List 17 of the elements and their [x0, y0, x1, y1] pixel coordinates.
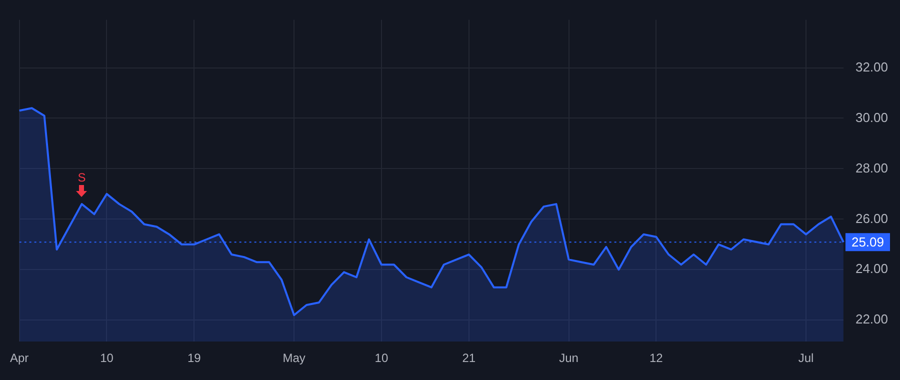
x-tick-label: Jun — [559, 351, 578, 366]
x-tick-label: 12 — [649, 351, 664, 366]
ref-line-label: 25.09 — [851, 234, 884, 250]
x-tick-label: Apr — [10, 351, 29, 366]
y-tick-label: 24.00 — [855, 261, 888, 276]
y-tick-label: 28.00 — [855, 160, 888, 176]
y-tick-label: 26.00 — [855, 210, 888, 226]
x-tick-label: 19 — [187, 351, 202, 366]
y-tick-label: 32.00 — [855, 59, 888, 74]
x-tick-label: 21 — [462, 351, 476, 366]
y-tick-label: 22.00 — [855, 312, 888, 327]
x-tick-label: May — [282, 351, 306, 366]
x-tick-label: 10 — [100, 351, 114, 366]
x-tick-label: 10 — [374, 351, 388, 366]
y-tick-label: 30.00 — [855, 110, 888, 125]
annotation: S — [78, 170, 86, 184]
x-tick-label: Jul — [798, 351, 814, 366]
